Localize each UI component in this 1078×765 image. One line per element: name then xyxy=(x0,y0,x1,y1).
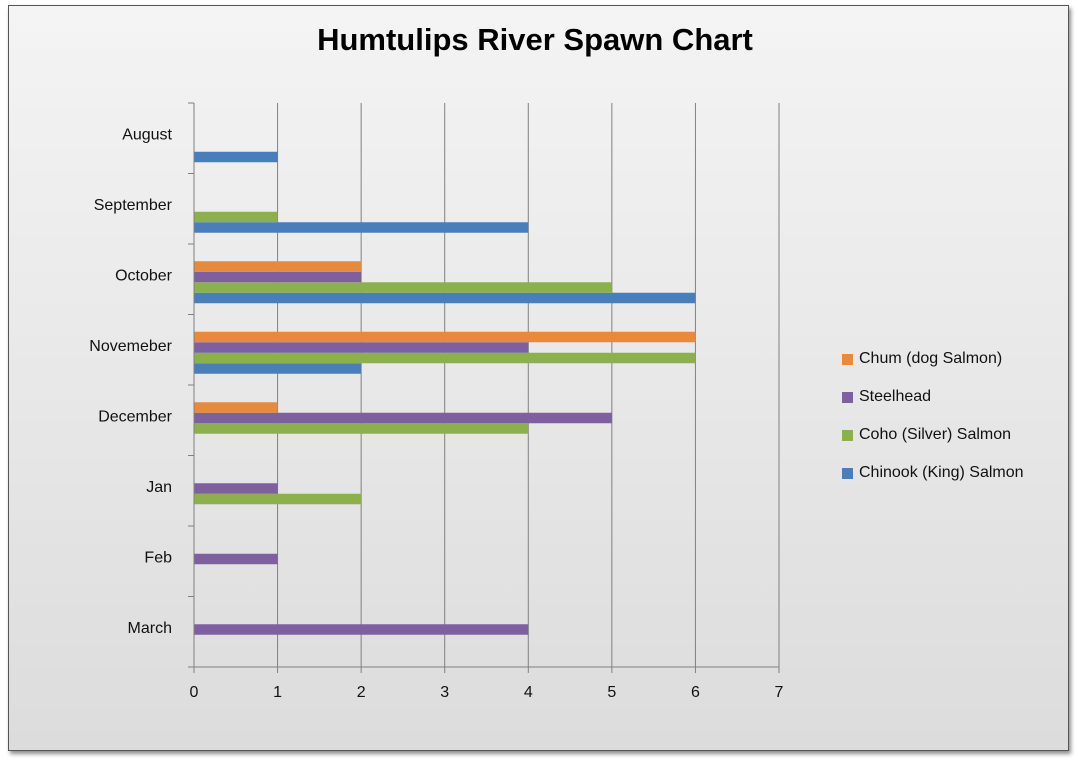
bar-chum-dog-salmon xyxy=(194,402,278,413)
bar-coho-silver-salmon xyxy=(194,352,696,364)
chart-legend: Chum (dog Salmon) Steelhead Coho (Silver) … xyxy=(842,340,1062,492)
chart-title: Humtulips River Spawn Chart xyxy=(317,22,753,57)
category-label: Jan xyxy=(146,479,172,496)
category-label: September xyxy=(94,197,173,214)
legend-label: Steelhead xyxy=(859,388,932,405)
legend-swatch xyxy=(842,353,853,365)
bar-steelhead xyxy=(194,271,362,283)
category-label: December xyxy=(98,408,172,425)
category-label: March xyxy=(128,620,172,637)
category-label: October xyxy=(115,267,173,284)
x-tick-label: 5 xyxy=(607,684,616,701)
legend-item: Chum (dog Salmon) xyxy=(842,340,1062,378)
bar-chinook-king-salmon xyxy=(194,151,278,163)
legend-item: Chinook (King) Salmon xyxy=(842,454,1062,492)
legend-swatch xyxy=(842,429,853,441)
x-tick-label: 3 xyxy=(440,684,449,701)
legend-item: Coho (Silver) Salmon xyxy=(842,416,1062,454)
bar-chinook-king-salmon xyxy=(194,222,529,233)
x-tick-label: 1 xyxy=(273,684,282,701)
category-label: Feb xyxy=(144,549,172,566)
bar-coho-silver-salmon xyxy=(194,211,278,223)
x-tick-label: 7 xyxy=(775,684,784,701)
bar-chum-dog-salmon xyxy=(194,331,696,343)
bar-chinook-king-salmon xyxy=(194,363,362,374)
bar-coho-silver-salmon xyxy=(194,282,612,293)
legend-label: Coho (Silver) Salmon xyxy=(859,426,1012,443)
category-label: Novemeber xyxy=(89,338,172,355)
legend-swatch xyxy=(842,391,853,403)
bar-steelhead xyxy=(194,553,278,565)
legend-swatch xyxy=(842,467,853,479)
legend-label: Chum (dog Salmon) xyxy=(859,350,1003,367)
bar-chum-dog-salmon xyxy=(194,261,362,272)
bar-coho-silver-salmon xyxy=(194,423,529,434)
legend-item: Steelhead xyxy=(842,378,1062,416)
x-tick-label: 4 xyxy=(524,684,533,701)
category-label: August xyxy=(122,126,172,143)
bar-steelhead xyxy=(194,342,529,353)
bar-chinook-king-salmon xyxy=(194,292,696,304)
x-tick-label: 2 xyxy=(357,684,366,701)
x-tick-label: 0 xyxy=(190,684,199,701)
bar-steelhead xyxy=(194,412,612,424)
chart-frame xyxy=(8,5,1069,751)
x-tick-label: 6 xyxy=(691,684,700,701)
legend-label: Chinook (King) Salmon xyxy=(859,464,1024,481)
bar-steelhead xyxy=(194,624,529,635)
bar-coho-silver-salmon xyxy=(194,493,362,505)
bar-steelhead xyxy=(194,483,278,494)
